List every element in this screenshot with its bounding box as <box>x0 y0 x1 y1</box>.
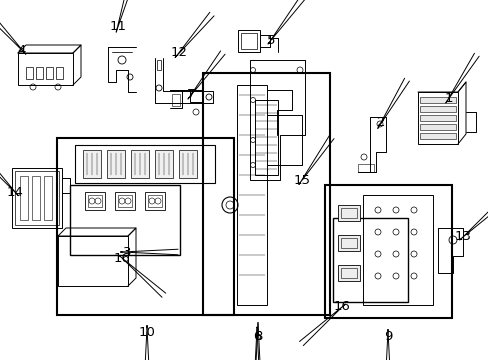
Bar <box>56 67 63 79</box>
Bar <box>36 67 43 79</box>
Bar <box>83 150 101 178</box>
Bar <box>254 100 278 175</box>
Bar <box>172 94 180 106</box>
Bar <box>46 67 53 79</box>
Text: 10: 10 <box>138 325 155 338</box>
Bar <box>26 67 33 79</box>
Bar <box>107 150 125 178</box>
Bar <box>157 60 161 70</box>
Text: 2: 2 <box>376 117 385 130</box>
Bar <box>357 164 373 172</box>
Bar <box>340 238 356 248</box>
Bar <box>362 195 432 305</box>
Bar <box>419 115 455 121</box>
Text: 16: 16 <box>333 301 350 314</box>
Bar <box>325 185 451 318</box>
Bar <box>20 176 28 220</box>
Bar <box>58 236 128 286</box>
Bar <box>337 265 359 281</box>
Text: 1: 1 <box>444 91 452 104</box>
Bar <box>340 268 356 278</box>
Bar <box>32 176 40 220</box>
Bar <box>340 208 356 218</box>
Text: 16: 16 <box>113 252 130 265</box>
Bar <box>131 150 149 178</box>
Text: 14: 14 <box>6 185 23 198</box>
Bar <box>118 195 132 207</box>
Bar <box>419 133 455 139</box>
Bar <box>85 192 105 210</box>
Bar <box>417 92 457 144</box>
Text: 13: 13 <box>453 230 470 243</box>
Text: 15: 15 <box>293 174 310 186</box>
Bar <box>145 192 164 210</box>
Bar <box>238 30 260 52</box>
Text: 7: 7 <box>186 89 195 102</box>
Bar <box>18 53 73 85</box>
Bar <box>70 185 180 255</box>
Text: 9: 9 <box>383 330 391 343</box>
Bar <box>12 168 62 228</box>
Text: 5: 5 <box>266 33 275 46</box>
Bar <box>203 73 329 315</box>
Bar <box>15 171 59 225</box>
Bar <box>337 235 359 251</box>
Text: 3: 3 <box>122 246 131 258</box>
Text: 12: 12 <box>170 46 187 59</box>
Bar <box>419 124 455 130</box>
Bar <box>148 195 162 207</box>
Bar <box>237 85 266 305</box>
Bar <box>241 33 257 49</box>
Bar <box>88 195 102 207</box>
Bar <box>57 138 234 315</box>
Bar <box>332 218 407 302</box>
Text: 8: 8 <box>253 330 262 343</box>
Bar <box>44 176 52 220</box>
Text: 6: 6 <box>252 330 261 343</box>
Bar <box>419 97 455 103</box>
Text: 11: 11 <box>109 19 126 32</box>
Bar <box>75 145 215 183</box>
Bar <box>115 192 135 210</box>
Bar <box>179 150 197 178</box>
Text: 4: 4 <box>18 44 26 57</box>
Bar <box>419 106 455 112</box>
Bar <box>337 205 359 221</box>
Bar <box>155 150 173 178</box>
